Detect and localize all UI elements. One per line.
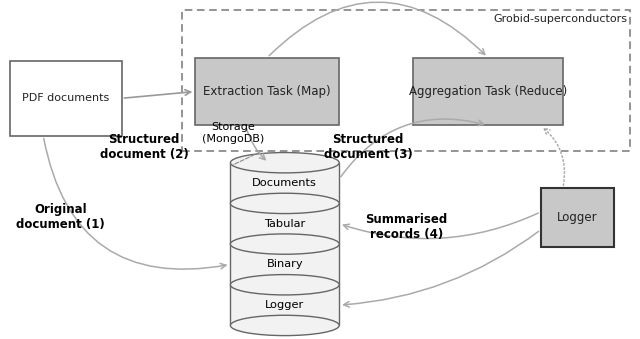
Text: Binary: Binary — [266, 259, 303, 270]
Text: Summarised
records (4): Summarised records (4) — [365, 213, 447, 241]
Text: Structured
document (2): Structured document (2) — [100, 134, 188, 161]
Bar — [230, 285, 339, 325]
Text: Extraction Task (Map): Extraction Task (Map) — [204, 85, 331, 98]
Text: Aggregation Task (Reduce): Aggregation Task (Reduce) — [409, 85, 567, 98]
Bar — [10, 61, 122, 136]
Text: Grobid-superconductors: Grobid-superconductors — [493, 14, 627, 23]
Text: Tabular: Tabular — [264, 219, 305, 229]
Ellipse shape — [230, 193, 339, 214]
Ellipse shape — [230, 275, 339, 295]
Bar — [195, 58, 339, 125]
Text: Storage
(MongoDB): Storage (MongoDB) — [202, 122, 265, 144]
Text: PDF documents: PDF documents — [22, 93, 109, 103]
Bar — [230, 163, 339, 203]
Ellipse shape — [230, 153, 339, 173]
Text: Logger: Logger — [265, 300, 305, 310]
Text: Documents: Documents — [252, 178, 317, 188]
Text: Logger: Logger — [557, 211, 598, 224]
Ellipse shape — [230, 315, 339, 336]
Bar — [230, 244, 339, 285]
Text: Structured
document (3): Structured document (3) — [324, 134, 412, 161]
Ellipse shape — [230, 234, 339, 254]
Text: Original
document (1): Original document (1) — [17, 203, 105, 231]
Bar — [182, 10, 630, 151]
Bar — [230, 203, 339, 244]
Bar — [541, 188, 614, 247]
Bar — [413, 58, 563, 125]
